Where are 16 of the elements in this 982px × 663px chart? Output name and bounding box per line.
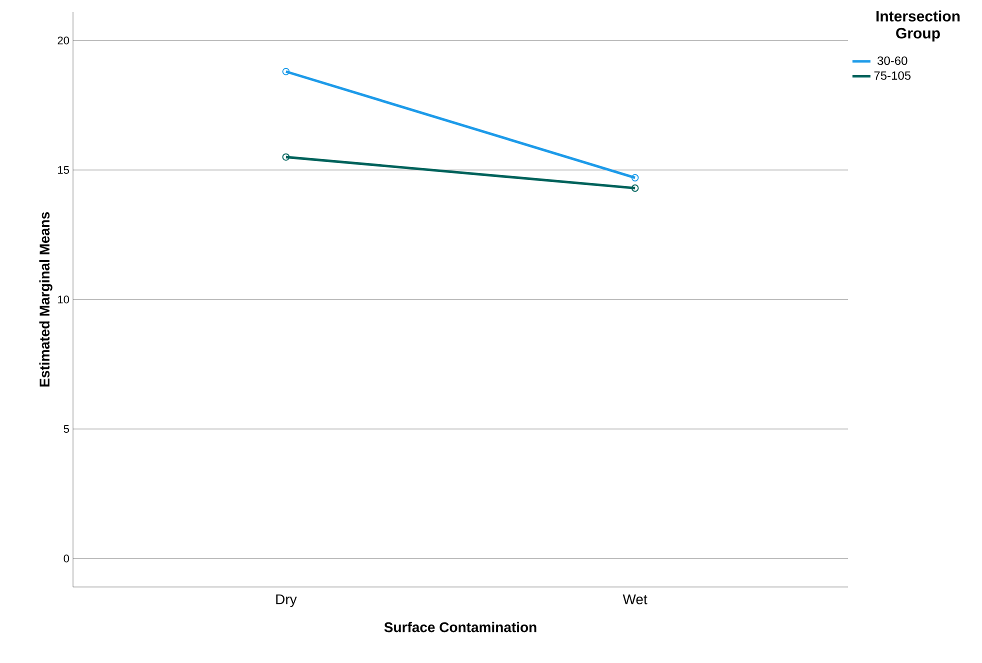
legend-label: 75-105 — [874, 71, 911, 80]
legend-label: 30-60 — [877, 56, 908, 65]
x-tick-label: Dry — [276, 594, 297, 608]
x-tick-label: Wet — [622, 594, 648, 604]
y-tick-label: 5 — [64, 425, 70, 433]
legend-title: Intersection Group — [876, 10, 960, 42]
y-tick-label: 15 — [58, 166, 70, 174]
y-tick-label: 0 — [64, 554, 70, 562]
y-tick-label: 20 — [58, 36, 70, 44]
x-axis-title: Surface Contamination — [384, 622, 536, 632]
y-tick-label: 10 — [58, 296, 70, 304]
y-axis-title: Estimated Marginal Means — [39, 212, 52, 386]
point — [631, 174, 639, 182]
point — [282, 153, 290, 161]
point — [631, 184, 639, 192]
point — [282, 68, 290, 76]
